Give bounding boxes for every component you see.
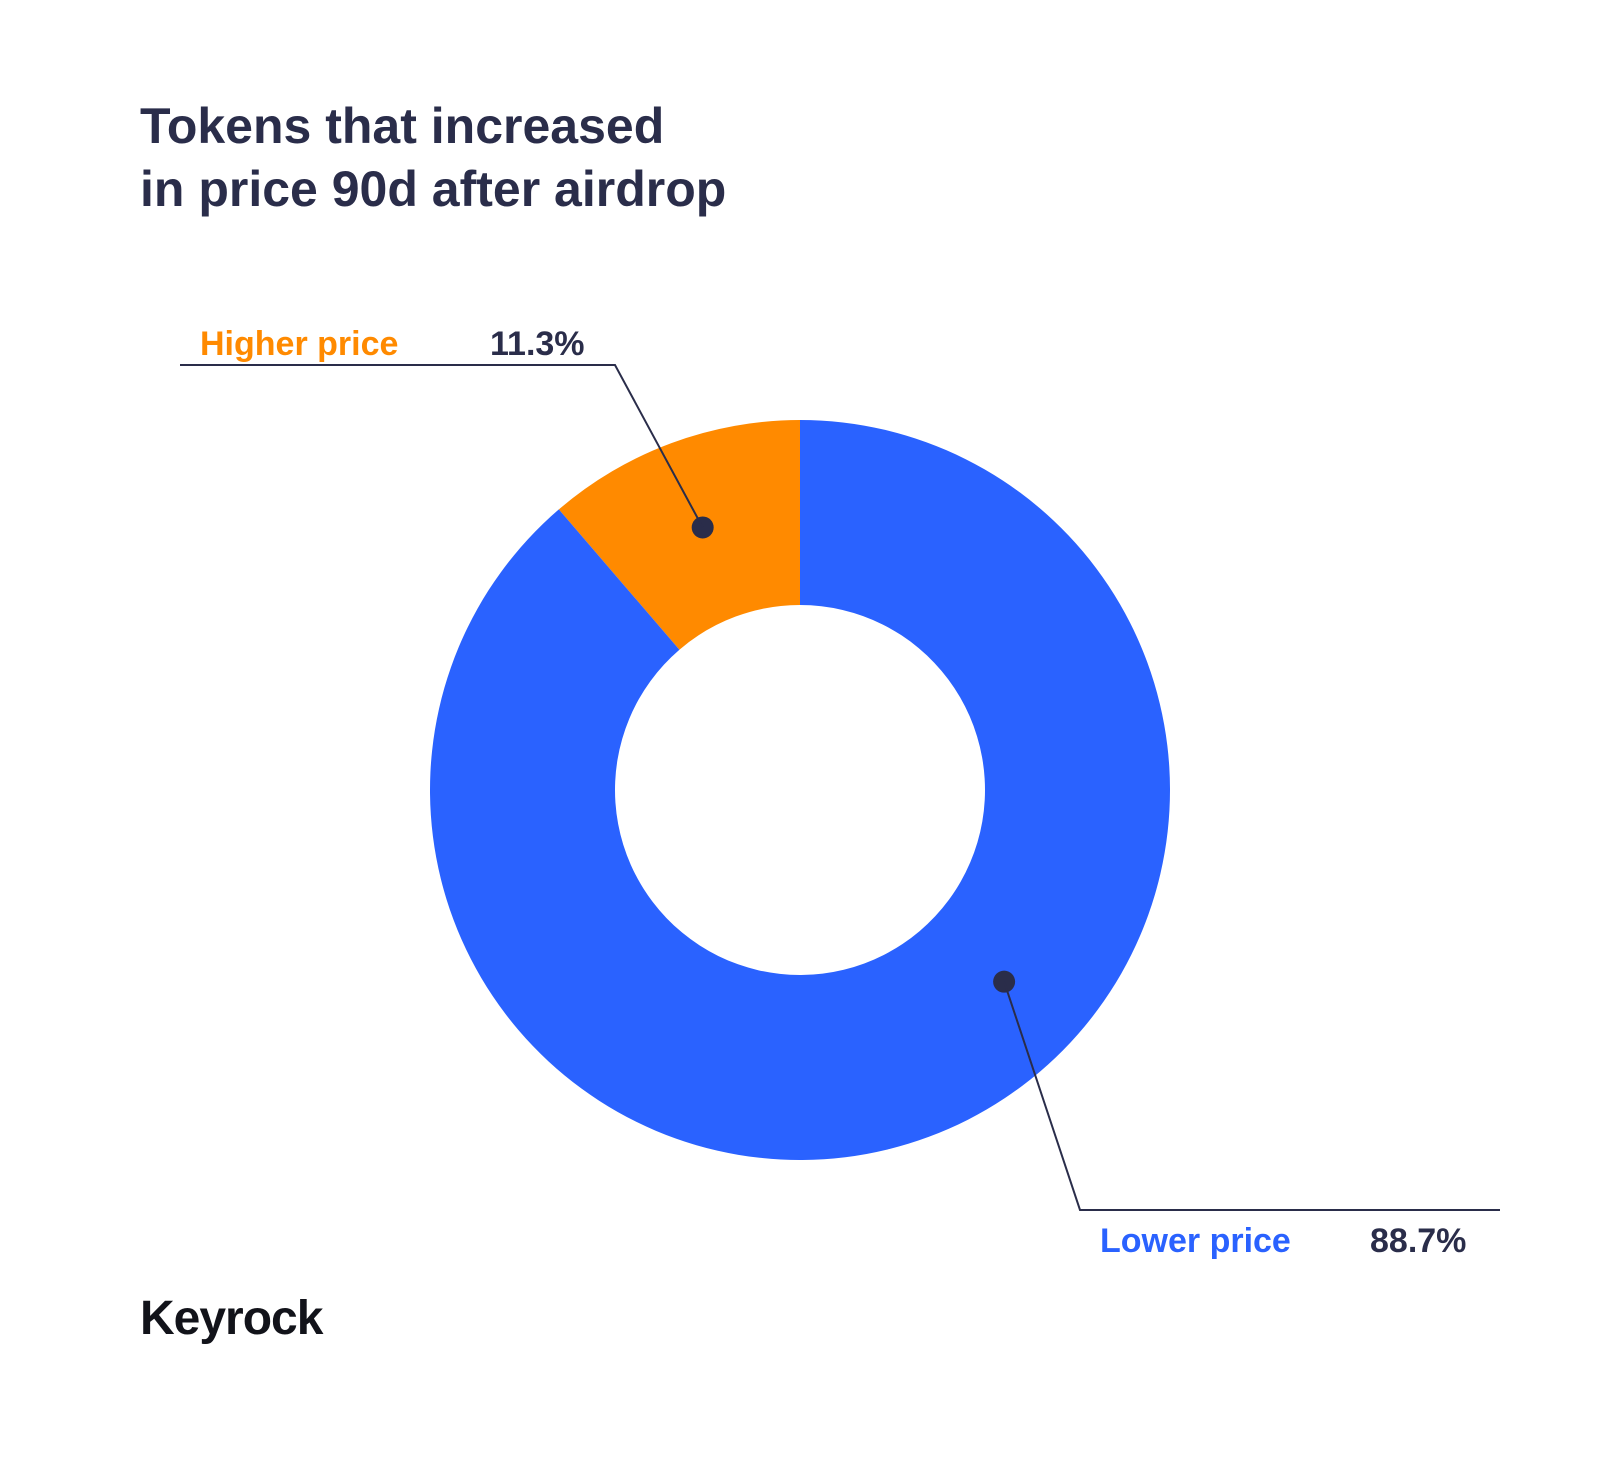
brand-logo: Keyrock: [140, 1291, 322, 1346]
donut-chart: Higher price 11.3% Lower price 88.7%: [0, 0, 1600, 1466]
donut-segments: [430, 420, 1170, 1160]
segment-value-lower: 88.7%: [1370, 1222, 1466, 1260]
segment-label-higher: Higher price: [200, 325, 398, 363]
segment-value-higher: 11.3%: [490, 325, 585, 363]
segment-label-lower: Lower price: [1100, 1222, 1291, 1260]
donut-segment-lower: [430, 420, 1170, 1160]
chart-stage: Tokens that increased in price 90d after…: [0, 0, 1600, 1466]
